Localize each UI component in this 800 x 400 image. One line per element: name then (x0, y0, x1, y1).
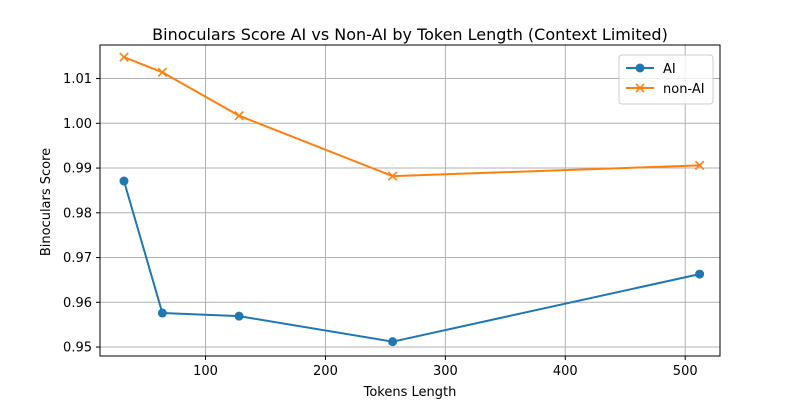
y-tick-label: 0.95 (63, 341, 92, 356)
legend-marker-non-ai (635, 83, 645, 93)
legend-entry-ai: AI (626, 62, 676, 77)
data-point-ai (234, 311, 244, 321)
y-tick-label: 0.99 (63, 162, 92, 177)
data-point-non-ai (119, 52, 129, 62)
data-point-ai (695, 269, 705, 279)
x-tick-label: 500 (673, 364, 698, 379)
data-point-ai (388, 337, 398, 347)
x-tick-label: 300 (433, 364, 458, 379)
y-tick-label: 1.00 (63, 117, 92, 132)
legend-label-non-ai: non-AI (663, 82, 705, 97)
x-axis-label: Tokens Length (363, 385, 457, 400)
legend-marker-ai (635, 63, 645, 73)
series-layer (119, 52, 705, 347)
data-point-non-ai (387, 171, 398, 181)
data-point-ai (119, 176, 129, 186)
data-point-ai (157, 308, 167, 318)
axes-layer: 100 200 300 400 500 0.95 0.96 0.97 0.98 0.99 1.00 1… (63, 44, 721, 379)
data-point-non-ai (694, 160, 705, 171)
data-point-non-ai (157, 67, 168, 78)
x-tick-label: 200 (313, 364, 338, 379)
data-point-non-ai (234, 110, 244, 121)
x-tick-label: 100 (193, 364, 218, 379)
y-tick-label: 0.96 (63, 296, 92, 311)
legend-label-ai: AI (663, 62, 676, 77)
y-tick-label: 1.01 (63, 72, 92, 87)
y-tick-label: 0.98 (63, 206, 92, 221)
y-axis-label: Binoculars Score (39, 148, 54, 256)
chart-title: Binoculars Score AI vs Non-AI by Token L… (152, 25, 668, 44)
plot-frame (99, 44, 721, 357)
x-tick-label: 400 (553, 364, 578, 379)
y-tick-label: 0.97 (63, 251, 92, 266)
legend: AI non-AI (618, 54, 714, 105)
legend-entry-non-ai: non-AI (626, 82, 705, 97)
